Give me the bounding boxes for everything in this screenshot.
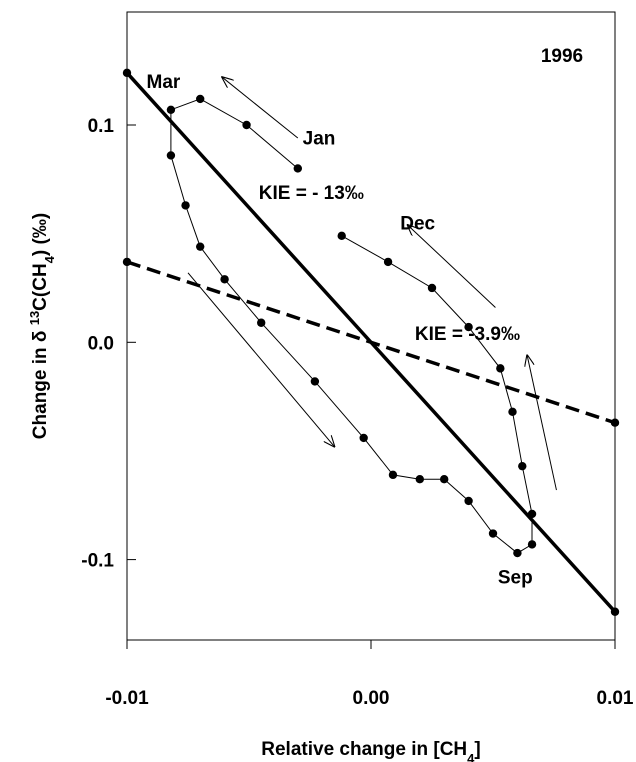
data-point xyxy=(337,231,346,241)
trend-arrow xyxy=(408,225,496,308)
data-series xyxy=(122,68,620,616)
trend-arrow xyxy=(527,355,557,491)
chart-title: 1996 xyxy=(541,46,583,67)
data-point xyxy=(527,509,537,519)
data-point xyxy=(196,94,205,104)
annotation-label: KIE = -3.9‰ xyxy=(415,324,520,345)
x-axis-title: Relative change in [CH4] xyxy=(261,739,480,762)
y-tick-label: -0.1 xyxy=(81,551,114,572)
annotation-label: Jan xyxy=(303,129,336,150)
data-point xyxy=(166,151,176,160)
data-point xyxy=(166,105,176,114)
line-endpoint-marker xyxy=(122,68,132,78)
data-point xyxy=(242,120,251,130)
y-tick-label: 0.0 xyxy=(88,333,114,354)
annotation-label: Dec xyxy=(400,213,435,234)
x-tick-label: 0.01 xyxy=(597,688,634,709)
annotations: Mar Jan Dec Sep KIE = - 13‰ KIE = -3.9‰ xyxy=(147,72,533,588)
data-series-line xyxy=(170,98,533,554)
line-endpoint-marker xyxy=(610,607,620,616)
data-point xyxy=(181,201,190,210)
trend-arrow xyxy=(187,272,334,447)
trend-arrows xyxy=(187,77,557,491)
data-point xyxy=(488,529,498,538)
data-point xyxy=(464,322,473,332)
data-point xyxy=(427,283,437,293)
axis-ticks: -0.01 0.00 0.01 0.1 0.0 -0.1 xyxy=(81,116,634,709)
y-tick-label: 0.1 xyxy=(88,116,115,137)
regression-lines xyxy=(127,71,615,613)
plot-frame xyxy=(126,11,616,641)
data-point xyxy=(220,275,229,284)
data-point xyxy=(440,474,449,484)
data-point xyxy=(359,433,368,443)
data-point xyxy=(257,318,266,327)
x-tick-label: 0.00 xyxy=(353,688,390,709)
data-point xyxy=(508,407,517,417)
annotation-label: Mar xyxy=(147,72,181,93)
data-point xyxy=(513,548,522,558)
line-endpoint-marker xyxy=(122,257,132,267)
trend-arrow xyxy=(222,77,299,139)
annotation-label: Sep xyxy=(498,568,533,589)
data-point xyxy=(415,474,424,484)
dashed-regression-line xyxy=(127,260,615,425)
x-tick-label: -0.01 xyxy=(105,688,149,709)
data-point xyxy=(388,470,398,480)
data-point xyxy=(310,377,320,386)
data-point xyxy=(496,364,505,373)
data-point xyxy=(293,164,302,173)
data-point xyxy=(527,540,537,549)
data-point xyxy=(518,461,527,471)
annotation-label: KIE = - 13‰ xyxy=(259,183,364,204)
data-point xyxy=(196,242,205,251)
data-point xyxy=(464,496,473,506)
y-axis-title: Change in δ 13C(CH4) (‰) xyxy=(27,213,57,439)
data-point xyxy=(383,257,393,267)
line-endpoint-marker xyxy=(610,418,620,427)
